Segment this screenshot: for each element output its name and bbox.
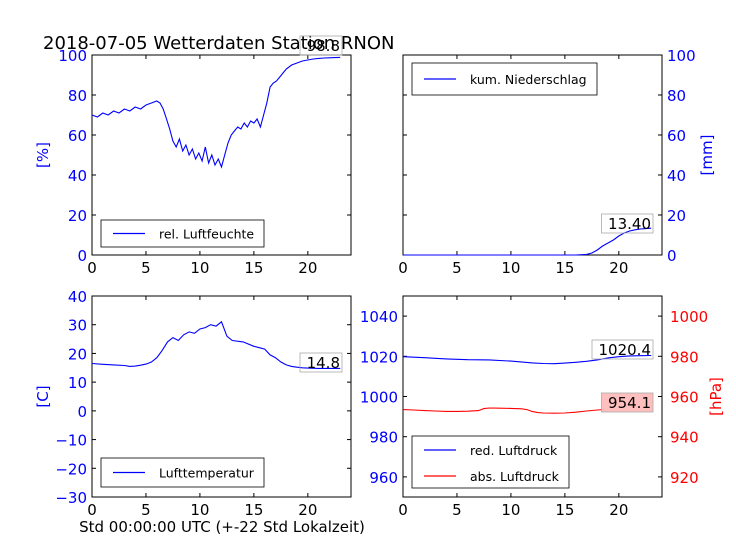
value-annotation: 14.8	[307, 354, 340, 372]
legend-label: Lufttemperatur	[159, 466, 255, 481]
chart-title: 2018-07-05 Wetterdaten Station RNON	[43, 33, 394, 54]
y-axis-label: [%]	[34, 142, 52, 168]
y-tick-label: 980	[369, 429, 398, 447]
value-annotation: 1020.4	[599, 341, 652, 359]
x-tick-label: 10	[501, 259, 520, 277]
precipitation-panel: 0 5 10 15 20 0 20 40 60 80 100 [mm] 13.40 kum. Nieder…	[398, 47, 716, 277]
series-line	[403, 227, 652, 256]
x-tick-label: 15	[555, 501, 574, 519]
y-axis-label-right: [hPa]	[707, 377, 725, 416]
series-line	[402, 354, 652, 365]
x-tick-label: 20	[298, 501, 317, 519]
x-tick-label: 5	[141, 259, 151, 277]
y-tick-label: 100	[667, 47, 696, 65]
x-tick-label: 10	[501, 501, 520, 519]
series-line	[91, 56, 341, 169]
value-annotation: 954.1	[608, 394, 651, 412]
y-tick-label: 20	[667, 207, 686, 225]
y-tick-label: −20	[55, 460, 87, 478]
x-tick-label: 20	[609, 501, 628, 519]
axes-frame	[91, 54, 352, 256]
x-tick-label: 10	[190, 501, 209, 519]
x-tick-label: 20	[298, 259, 317, 277]
y-axis-label: [mm]	[698, 135, 716, 176]
y-tick-label: 80	[667, 87, 686, 105]
y-tick-label-right: 940	[670, 429, 699, 447]
x-tick-label: 0	[398, 501, 408, 519]
y-tick-label: 10	[68, 374, 87, 392]
humidity-panel: 0 5 10 15 20 0 20 40 60 80 100 [%] 98.8 rel. Luftfeuc…	[34, 35, 352, 277]
y-tick-label: −30	[55, 489, 87, 507]
y-tick-label: 0	[77, 247, 87, 265]
legend-box	[411, 435, 570, 489]
y-tick-label: 80	[68, 87, 87, 105]
temperature-panel: 0 5 10 15 20 −30 −20 −10 0 10 20 30 40 [C] 14.8 Lufttem…	[34, 288, 352, 519]
y-tick-label-right: 920	[670, 469, 699, 487]
y-tick-label: 20	[68, 345, 87, 363]
value-annotation-box	[601, 213, 654, 234]
y-tick-label: 30	[68, 317, 87, 335]
value-annotation-box	[591, 339, 654, 360]
y-tick-label: 40	[667, 167, 686, 185]
y-tick-label: 1040	[360, 308, 398, 326]
y-tick-label: 0	[77, 403, 87, 421]
y-tick-label-right: 960	[670, 389, 699, 407]
legend-label: abs. Luftdruck	[470, 469, 560, 484]
y-tick-label: 40	[68, 167, 87, 185]
y-tick-label: 60	[68, 127, 87, 145]
x-axis-label: Std 00:00:00 UTC (+-22 Std Lokalzeit)	[79, 518, 365, 536]
legend-label: red. Luftdruck	[470, 443, 558, 458]
x-tick-label: 20	[609, 259, 628, 277]
x-tick-label: 5	[141, 501, 151, 519]
legend-label: kum. Niederschlag	[470, 72, 587, 87]
y-tick-label: −10	[55, 432, 87, 450]
x-tick-label: 5	[452, 259, 462, 277]
value-annotation-box	[299, 352, 343, 373]
y-tick-label: 960	[369, 469, 398, 487]
x-tick-label: 5	[452, 501, 462, 519]
axes-frame	[91, 295, 352, 498]
x-tick-label: 0	[398, 259, 408, 277]
x-tick-label: 15	[555, 259, 574, 277]
x-tick-label: 15	[244, 501, 263, 519]
y-tick-label-right: 1000	[670, 308, 708, 326]
y-tick-label: 1020	[360, 348, 398, 366]
y-tick-label: 0	[667, 247, 677, 265]
series-line	[91, 320, 341, 369]
x-tick-label: 10	[190, 259, 209, 277]
y-tick-label: 1000	[360, 389, 398, 407]
value-annotation-box	[601, 392, 654, 413]
y-axis-label: [C]	[34, 385, 52, 407]
y-tick-label: 100	[58, 47, 87, 65]
y-tick-label: 20	[68, 207, 87, 225]
y-tick-label-right: 980	[670, 348, 699, 366]
y-tick-label: 60	[667, 127, 686, 145]
legend-label: rel. Luftfeuchte	[159, 227, 254, 242]
x-tick-label: 15	[244, 259, 263, 277]
value-annotation: 13.40	[608, 215, 651, 233]
y-tick-label: 40	[68, 288, 87, 306]
x-tick-label: 0	[87, 259, 97, 277]
pressure-panel: 0 5 10 15 20 960 980 1000 1020 1040 920 940 960 980 10…	[360, 295, 725, 519]
x-tick-label: 0	[87, 501, 97, 519]
value-annotation: 98.8	[307, 37, 340, 55]
value-annotation-box	[299, 35, 343, 56]
